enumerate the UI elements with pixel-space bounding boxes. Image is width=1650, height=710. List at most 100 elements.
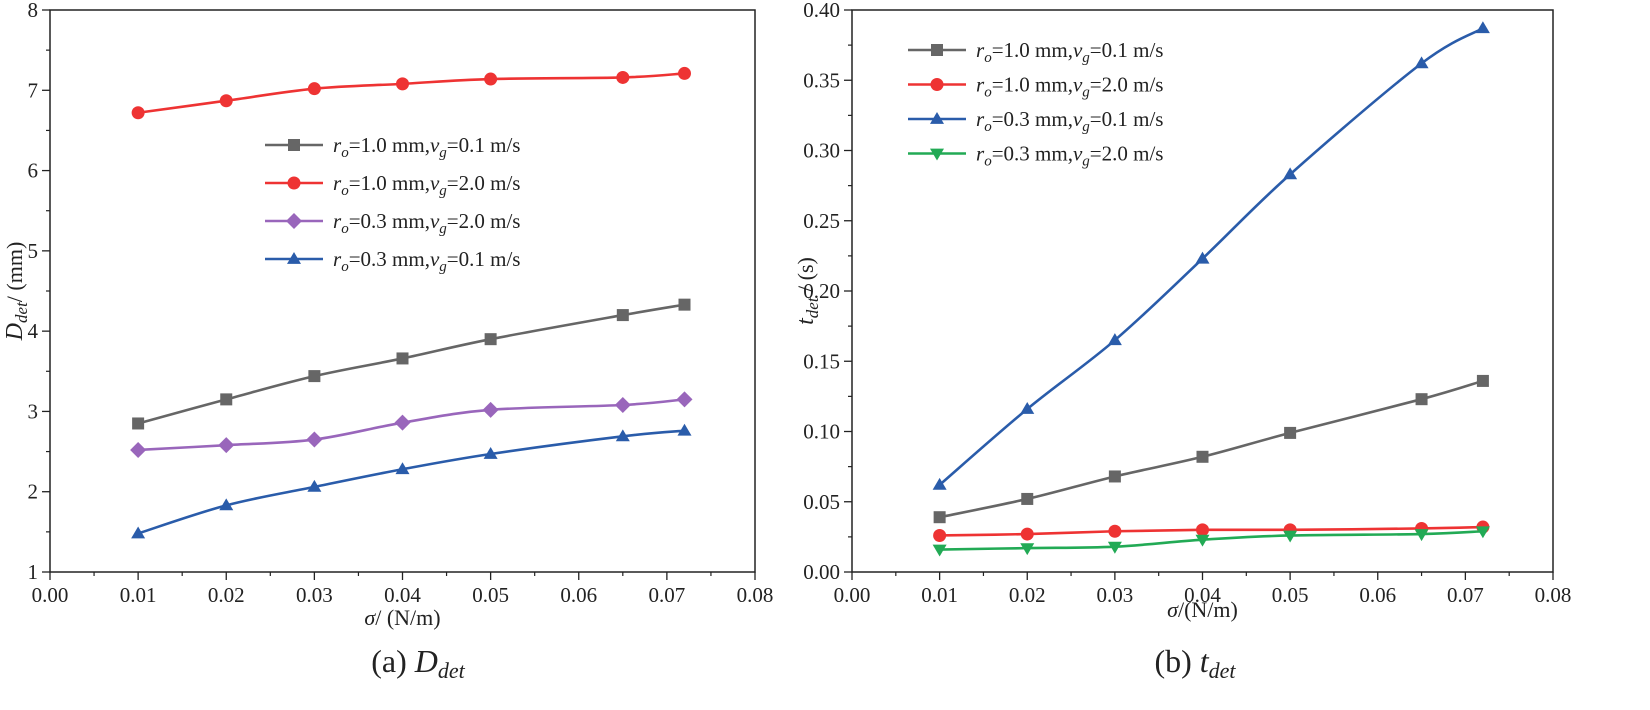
x-axis-label: σ/ (N/m) xyxy=(364,605,440,630)
legend-label: ro=0.3 mm,vg=0.1 m/s xyxy=(976,107,1163,135)
data-point xyxy=(1020,527,1034,541)
chart-a: 0.00 0.01 0.02 0.03 0.04 0.05 0.06 0.07 0.08 1 2 3 4… xyxy=(2,0,773,683)
x-tick-label: 0.06 xyxy=(1359,583,1396,607)
plot-frame xyxy=(851,9,1554,573)
x-tick-label: 0.02 xyxy=(1009,583,1046,607)
x-tick-label: 0.07 xyxy=(649,583,686,607)
x-tick-label: 0.04 xyxy=(1184,583,1221,607)
y-axis-label: tdet / (s) xyxy=(793,257,822,325)
data-point xyxy=(1476,374,1489,387)
x-tick-label: 0.03 xyxy=(1097,583,1134,607)
data-point xyxy=(1108,470,1121,483)
data-point xyxy=(130,441,147,458)
y-tick-label: 0.40 xyxy=(803,0,840,22)
x-tick-label: 0.01 xyxy=(120,583,157,607)
data-point xyxy=(307,479,322,492)
data-point xyxy=(1415,393,1428,406)
x-tick-label: 0.00 xyxy=(834,583,871,607)
legend-marker xyxy=(930,78,944,91)
legend: ro=1.0 mm,vg=0.1 m/s ro=1.0 mm,vg=2.0 m/s… xyxy=(265,133,520,275)
x-tick-label: 0.01 xyxy=(921,583,958,607)
y-tick-label: 0.10 xyxy=(803,420,840,444)
chart-caption: (b) tdet xyxy=(1154,643,1236,683)
data-point xyxy=(1107,333,1122,346)
y-tick-label: 0.35 xyxy=(803,68,840,92)
data-point xyxy=(932,544,947,557)
data-point xyxy=(1195,251,1210,264)
data-point xyxy=(483,446,498,459)
data-point xyxy=(220,393,233,406)
data-point xyxy=(616,70,630,84)
data-point xyxy=(678,66,691,80)
data-point xyxy=(1196,523,1209,537)
data-point xyxy=(396,352,409,365)
y-tick-label: 8 xyxy=(28,0,39,22)
y-tick-label: 0.15 xyxy=(803,349,840,373)
series-2 xyxy=(130,391,693,458)
legend-marker xyxy=(930,112,944,124)
data-point xyxy=(132,417,145,430)
series-line xyxy=(939,379,1484,519)
series-3 xyxy=(932,526,1490,557)
series-0 xyxy=(933,374,1489,524)
x-tick-label: 0.00 xyxy=(32,583,69,607)
data-point xyxy=(678,298,691,311)
data-point xyxy=(676,391,693,408)
data-point xyxy=(306,431,323,448)
data-point xyxy=(484,72,498,86)
series-line xyxy=(938,27,1484,486)
legend-label: ro=1.0 mm,vg=2.0 m/s xyxy=(976,73,1163,101)
legend-label: ro=1.0 mm,vg=2.0 m/s xyxy=(333,171,520,199)
y-tick-label: 0.30 xyxy=(803,139,840,163)
data-point xyxy=(1020,402,1035,414)
data-point xyxy=(1414,56,1429,69)
y-tick-label: 5 xyxy=(28,239,39,263)
data-point xyxy=(1108,524,1122,538)
series-1 xyxy=(131,66,691,120)
x-tick-label: 0.05 xyxy=(1272,583,1309,607)
data-point xyxy=(615,429,630,442)
x-tick-label: 0.02 xyxy=(208,583,245,607)
y-tick-label: 6 xyxy=(28,159,39,183)
y-tick-label: 0.05 xyxy=(803,490,840,514)
data-point xyxy=(614,397,631,414)
series-line xyxy=(137,72,685,115)
y-tick-label: 0.00 xyxy=(803,560,840,584)
data-point xyxy=(1283,530,1298,543)
legend-marker xyxy=(287,252,301,264)
data-point xyxy=(616,309,629,322)
series-line xyxy=(138,398,685,452)
data-point xyxy=(396,77,409,91)
x-axis-label: σ/(N/m) xyxy=(1167,597,1238,622)
data-point xyxy=(1284,426,1297,439)
data-point xyxy=(395,462,410,475)
data-point xyxy=(1414,529,1429,542)
y-tick-label: 7 xyxy=(28,78,39,102)
data-point xyxy=(219,498,234,511)
data-point xyxy=(1020,543,1035,556)
x-tick-label: 0.03 xyxy=(296,583,333,607)
data-point xyxy=(219,94,233,108)
legend-label: ro=0.3 mm,vg=2.0 m/s xyxy=(333,209,520,237)
data-point xyxy=(1107,541,1122,554)
chart-caption: (a) Ddet xyxy=(371,643,465,683)
data-point xyxy=(932,477,947,490)
data-point xyxy=(1021,492,1034,505)
data-point xyxy=(1475,21,1490,34)
series-2 xyxy=(932,21,1490,490)
data-point xyxy=(482,401,499,418)
plot-frame xyxy=(49,9,756,573)
x-tick-label: 0.08 xyxy=(1535,583,1572,607)
x-tick-label: 0.06 xyxy=(560,583,597,607)
data-point xyxy=(1196,450,1209,463)
chart-b: 0.00 0.01 0.02 0.03 0.04 0.05 0.06 0.07 0.08 0.00… xyxy=(793,0,1571,683)
y-tick-label: 1 xyxy=(28,560,39,584)
data-point xyxy=(933,528,947,542)
data-point xyxy=(131,106,145,120)
series-0 xyxy=(132,298,691,430)
x-tick-label: 0.08 xyxy=(737,583,774,607)
data-point xyxy=(1475,526,1490,539)
legend-label: ro=0.3 mm,vg=0.1 m/s xyxy=(333,247,520,275)
data-point xyxy=(484,333,497,346)
